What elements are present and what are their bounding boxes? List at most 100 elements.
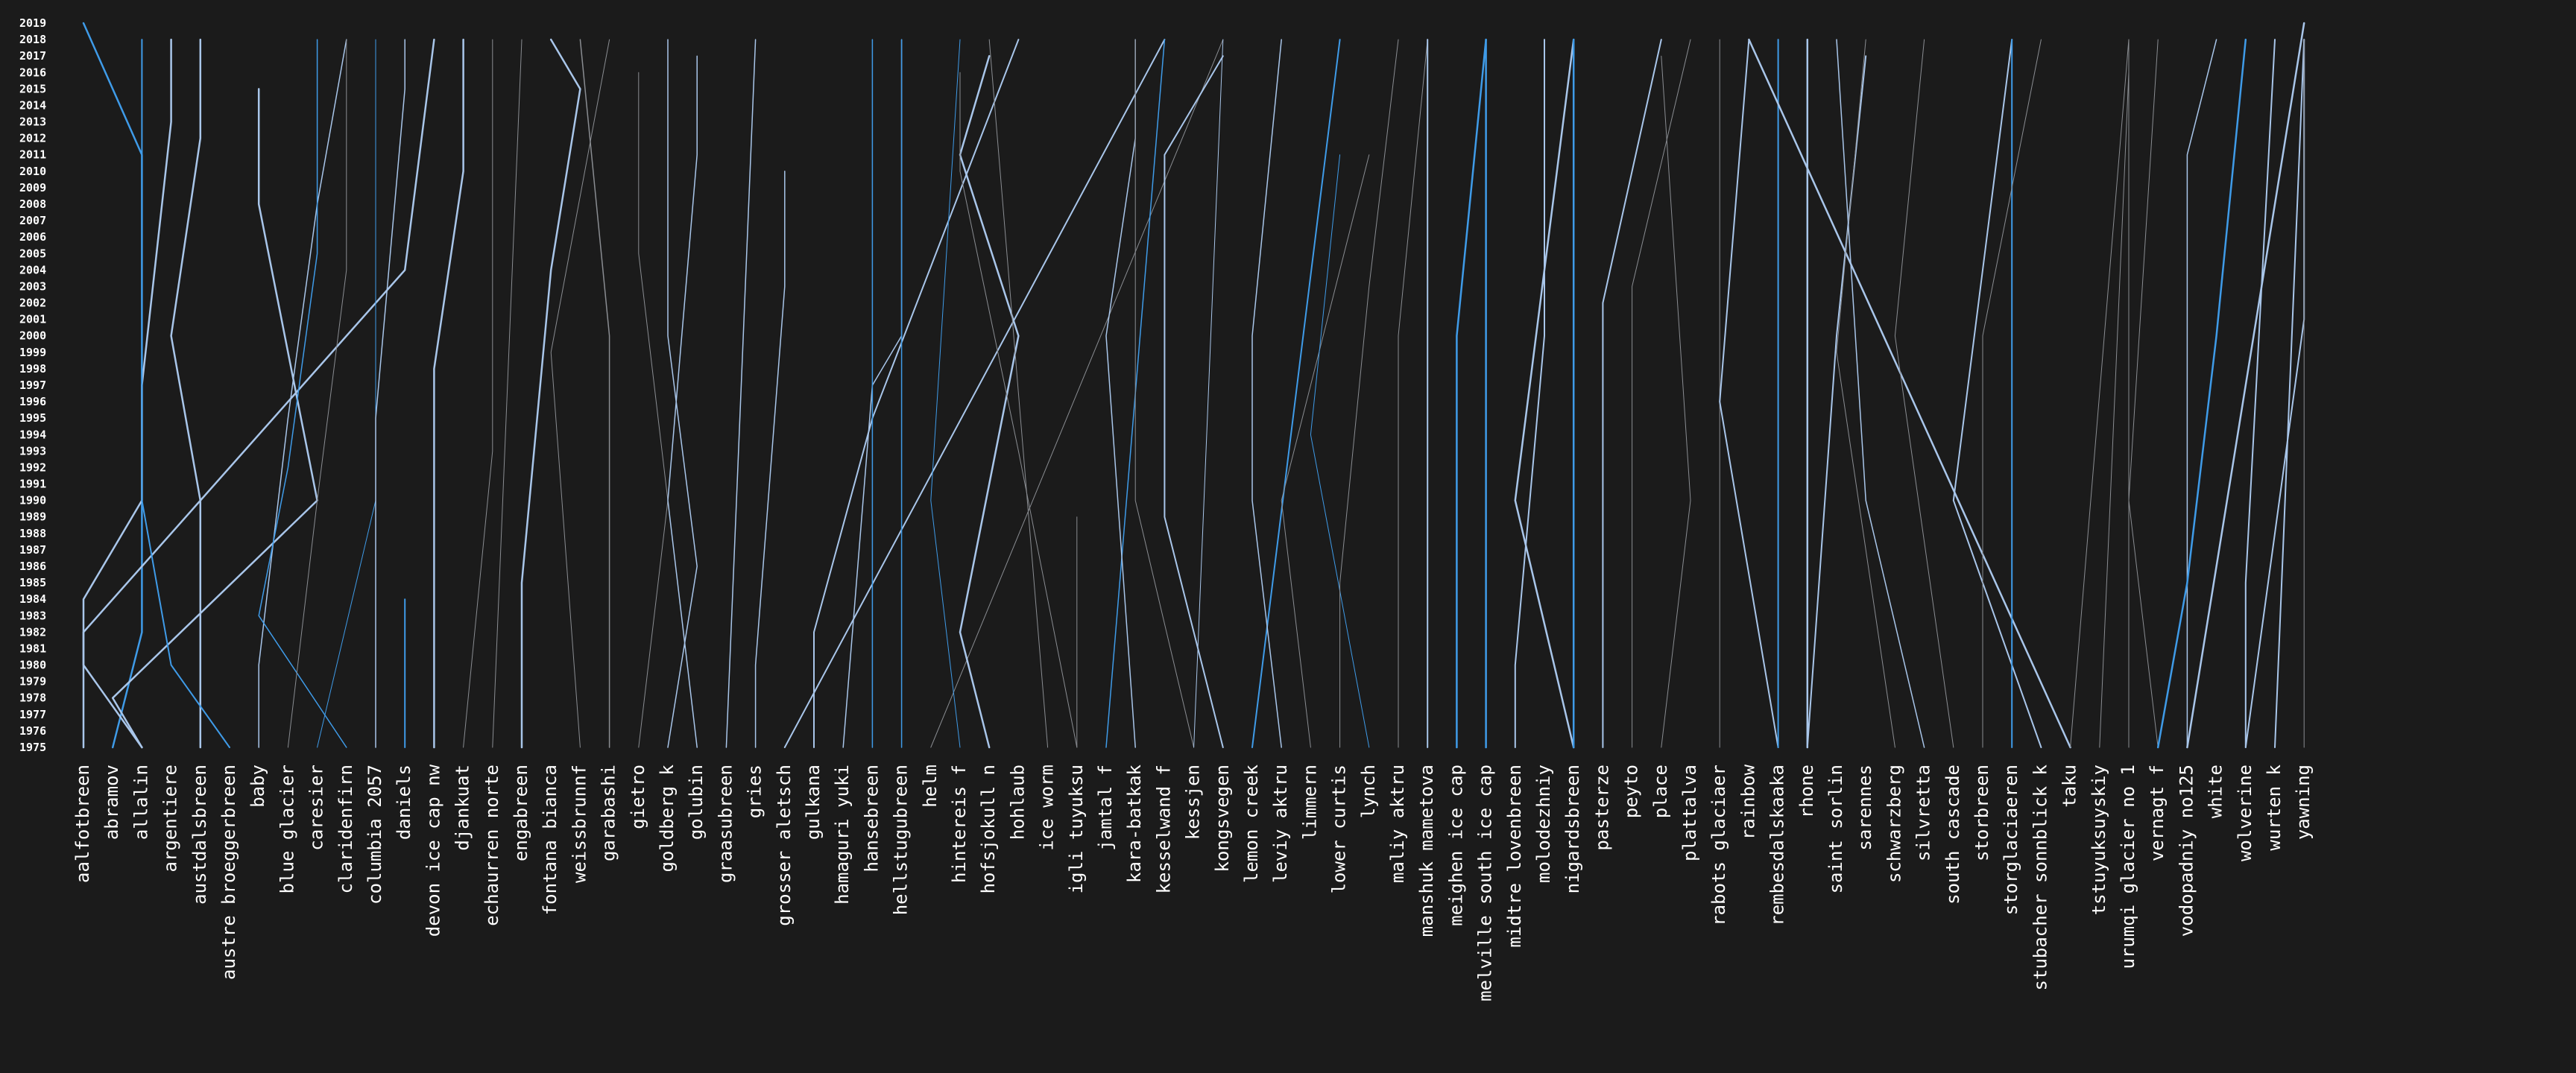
glacier-label-garabashi: garabashi — [599, 765, 619, 861]
year-label-2016: 2016 — [19, 66, 46, 79]
glacier-label-manshuk-mametova: manshuk mametova — [1416, 765, 1437, 937]
glacier-label-meighen-ice-cap: meighen ice cap — [1445, 765, 1466, 926]
glacier-label-hamaguri-yuki: hamaguri yuki — [832, 765, 853, 905]
glacier-label-stubacher-sonnblick-k: stubacher sonnblick k — [2030, 764, 2051, 990]
glacier-label-leviy-aktru: leviy aktru — [1270, 765, 1291, 883]
series-line-gries — [783, 39, 1166, 748]
series-line-rhone — [1806, 55, 1867, 748]
year-label-2019: 2019 — [19, 16, 46, 30]
series-line-lemon-creek — [1251, 39, 1282, 748]
series-line-wolverine — [2244, 39, 2305, 748]
year-label-1988: 1988 — [19, 527, 46, 540]
glacier-label-hofsjokull-n: hofsjokull n — [978, 765, 999, 893]
glacier-label-limmern: limmern — [1299, 765, 1320, 840]
glacier-label-austre-broeggerbreen: austre broeggerbreen — [218, 765, 239, 980]
series-line-djankuat — [463, 39, 493, 748]
year-label-1978: 1978 — [19, 691, 46, 705]
glacier-label-kesselwand-f: kesselwand f — [1153, 765, 1174, 893]
year-label-1992: 1992 — [19, 460, 46, 474]
glacier-label-jamtal-f: jamtal f — [1095, 765, 1116, 851]
glacier-label-goldberg-k: goldberg k — [657, 764, 678, 872]
series-line-rembesdalskaaka — [1748, 38, 2071, 749]
series-line-echaurren-norte — [492, 39, 523, 748]
series-line-tstuyuksuyskiy — [2186, 39, 2217, 748]
series-line-limmern — [1310, 154, 1370, 748]
glacier-label-vernagt-f: vernagt f — [2147, 765, 2168, 861]
year-label-1987: 1987 — [19, 543, 46, 557]
year-label-1995: 1995 — [19, 411, 46, 425]
glacier-label-lower-curtis: lower curtis — [1329, 765, 1350, 893]
year-label-2002: 2002 — [19, 297, 46, 310]
series-line-hohlaub — [988, 39, 1049, 748]
year-label-2014: 2014 — [19, 98, 46, 112]
series-line-kongsvegen — [1251, 39, 1341, 748]
glacier-label-rembesdalskaaka: rembesdalskaaka — [1767, 765, 1788, 926]
glacier-label-vodopadniy-no125: vodopadniy no125 — [2176, 765, 2197, 937]
glacier-label-plattalva: plattalva — [1679, 765, 1700, 861]
glacier-label-echaurren-norte: echaurren norte — [482, 765, 502, 926]
series-line-vernagt-f — [2156, 38, 2247, 749]
series-line-kara-batkak — [1134, 39, 1195, 748]
series-line-caresier — [317, 39, 376, 748]
series-line-engabreen — [520, 38, 581, 749]
year-label-1998: 1998 — [19, 362, 46, 376]
glacier-label-silvretta: silvretta — [1913, 765, 1934, 861]
glacier-label-aalfotbreen: aalfotbreen — [72, 765, 93, 883]
glacier-label-kara-batkak: kara-batkak — [1124, 764, 1145, 882]
series-line-austdalsbreen — [111, 88, 318, 749]
year-label-1981: 1981 — [19, 642, 46, 655]
year-label-1999: 1999 — [19, 346, 46, 359]
series-line-plattalva — [1719, 39, 1779, 748]
year-label-2010: 2010 — [19, 165, 46, 178]
year-label-2011: 2011 — [19, 148, 46, 162]
series-line-weissbrunnf — [579, 39, 610, 748]
year-label-1990: 1990 — [19, 494, 46, 507]
glacier-label-djankuat: djankuat — [452, 765, 473, 851]
series-line-grosser-aletsch — [813, 39, 1020, 748]
glacier-label-graasubreen: graasubreen — [715, 765, 736, 883]
year-label-2004: 2004 — [19, 263, 46, 276]
glacier-label-austdalsbreen: austdalsbreen — [189, 765, 210, 905]
glacier-label-golubin: golubin — [686, 765, 707, 840]
series-line-helm — [930, 39, 961, 748]
year-label-2006: 2006 — [19, 230, 46, 244]
series-line-silvretta — [1952, 39, 2042, 748]
series-line-austre-broeggerbreen — [141, 39, 230, 748]
glacier-label-abramov: abramov — [101, 765, 122, 840]
glacier-label-caresier: caresier — [306, 765, 327, 851]
series-line-storglaciaeren — [2070, 39, 2130, 748]
glacier-label-columbia-2057: columbia 2057 — [364, 765, 385, 905]
glacier-label-molodezhniy: molodezhniy — [1533, 765, 1554, 883]
glacier-label-ice-worm: ice worm — [1037, 765, 1058, 851]
year-label-1991: 1991 — [19, 478, 46, 491]
year-label-1997: 1997 — [19, 379, 46, 392]
series-line-peyto — [1661, 55, 1691, 748]
year-label-2015: 2015 — [19, 82, 46, 95]
series-lines — [82, 22, 2305, 749]
series-line-taku — [2128, 39, 2159, 748]
year-label-1980: 1980 — [19, 659, 46, 672]
series-line-blue-glacier — [258, 39, 347, 748]
series-line-abramov — [82, 38, 435, 749]
series-line-baby — [258, 39, 347, 748]
series-line-garabashi — [638, 72, 669, 748]
series-line-hofsjokull-n — [959, 72, 1078, 748]
glacier-label-yawning: yawning — [2293, 765, 2314, 840]
series-line-pasterze — [1632, 39, 1691, 748]
glacier-label-sarennes: sarennes — [1854, 765, 1875, 851]
glacier-label-midtre-lovenbreen: midtre lovenbreen — [1504, 765, 1525, 948]
glacier-label-argentiere: argentiere — [160, 765, 181, 873]
series-line-fontana-bianca — [550, 39, 610, 748]
year-label-1986: 1986 — [19, 560, 46, 573]
glacier-label-storglaciaeren: storglaciaeren — [2001, 765, 2021, 915]
glacier-label-rhone: rhone — [1796, 765, 1817, 818]
series-line-saint-sorlin — [1836, 39, 1895, 748]
year-label-2007: 2007 — [19, 214, 46, 227]
glacier-label-devon-ice-cap-nw: devon ice cap nw — [423, 764, 443, 937]
year-label-1985: 1985 — [19, 576, 46, 589]
series-line-stubacher-sonnblick-k — [2099, 72, 2130, 748]
series-line-nigardsbreen — [1602, 39, 1662, 748]
glacier-label-lemon-creek: lemon creek — [1241, 764, 1262, 882]
series-line-sarennes — [1836, 39, 1925, 748]
